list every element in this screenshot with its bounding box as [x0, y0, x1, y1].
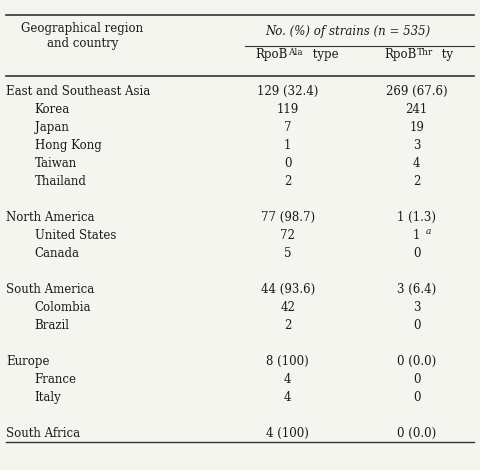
Text: 0: 0 — [413, 373, 420, 386]
Text: 3: 3 — [413, 139, 420, 152]
Text: Italy: Italy — [35, 391, 61, 404]
Text: 0 (0.0): 0 (0.0) — [397, 427, 436, 440]
Text: 0 (0.0): 0 (0.0) — [397, 355, 436, 368]
Text: 1: 1 — [413, 229, 420, 242]
Text: 4: 4 — [284, 373, 291, 386]
Text: 4 (100): 4 (100) — [266, 427, 309, 440]
Text: RpoB: RpoB — [384, 48, 417, 61]
Text: Brazil: Brazil — [35, 319, 70, 332]
Text: 2: 2 — [284, 175, 291, 188]
Text: 0: 0 — [413, 391, 420, 404]
Text: Canada: Canada — [35, 247, 80, 260]
Text: 119: 119 — [276, 103, 299, 116]
Text: Europe: Europe — [6, 355, 49, 368]
Text: 1: 1 — [284, 139, 291, 152]
Text: South Africa: South Africa — [6, 427, 80, 440]
Text: 129 (32.4): 129 (32.4) — [257, 85, 318, 98]
Text: Ala: Ala — [288, 48, 302, 57]
Text: South America: South America — [6, 283, 95, 296]
Text: 1 (1.3): 1 (1.3) — [397, 211, 436, 224]
Text: France: France — [35, 373, 77, 386]
Text: 8 (100): 8 (100) — [266, 355, 309, 368]
Text: 0: 0 — [284, 157, 291, 170]
Text: Thailand: Thailand — [35, 175, 87, 188]
Text: 19: 19 — [409, 121, 424, 134]
Text: 7: 7 — [284, 121, 291, 134]
Text: Japan: Japan — [35, 121, 69, 134]
Text: United States: United States — [35, 229, 116, 242]
Text: 77 (98.7): 77 (98.7) — [261, 211, 315, 224]
Text: ty: ty — [438, 48, 453, 61]
Text: RpoB: RpoB — [255, 48, 288, 61]
Text: No. (%) of strains (n = 535): No. (%) of strains (n = 535) — [265, 25, 430, 38]
Text: Geographical region
and country: Geographical region and country — [22, 23, 144, 50]
Text: Thr: Thr — [417, 48, 433, 57]
Text: Korea: Korea — [35, 103, 70, 116]
Text: 0: 0 — [413, 247, 420, 260]
Text: 241: 241 — [406, 103, 428, 116]
Text: 0: 0 — [413, 319, 420, 332]
Text: 72: 72 — [280, 229, 295, 242]
Text: North America: North America — [6, 211, 95, 224]
Text: 42: 42 — [280, 301, 295, 314]
Text: a: a — [426, 227, 432, 236]
Text: 4: 4 — [284, 391, 291, 404]
Text: East and Southeast Asia: East and Southeast Asia — [6, 85, 150, 98]
Text: 269 (67.6): 269 (67.6) — [386, 85, 447, 98]
Text: Hong Kong: Hong Kong — [35, 139, 102, 152]
Text: 2: 2 — [413, 175, 420, 188]
Text: Colombia: Colombia — [35, 301, 91, 314]
Text: type: type — [309, 48, 339, 61]
Text: 2: 2 — [284, 319, 291, 332]
Text: 3 (6.4): 3 (6.4) — [397, 283, 436, 296]
Text: Taiwan: Taiwan — [35, 157, 77, 170]
Text: 5: 5 — [284, 247, 291, 260]
Text: 4: 4 — [413, 157, 420, 170]
Text: 44 (93.6): 44 (93.6) — [261, 283, 315, 296]
Text: 3: 3 — [413, 301, 420, 314]
